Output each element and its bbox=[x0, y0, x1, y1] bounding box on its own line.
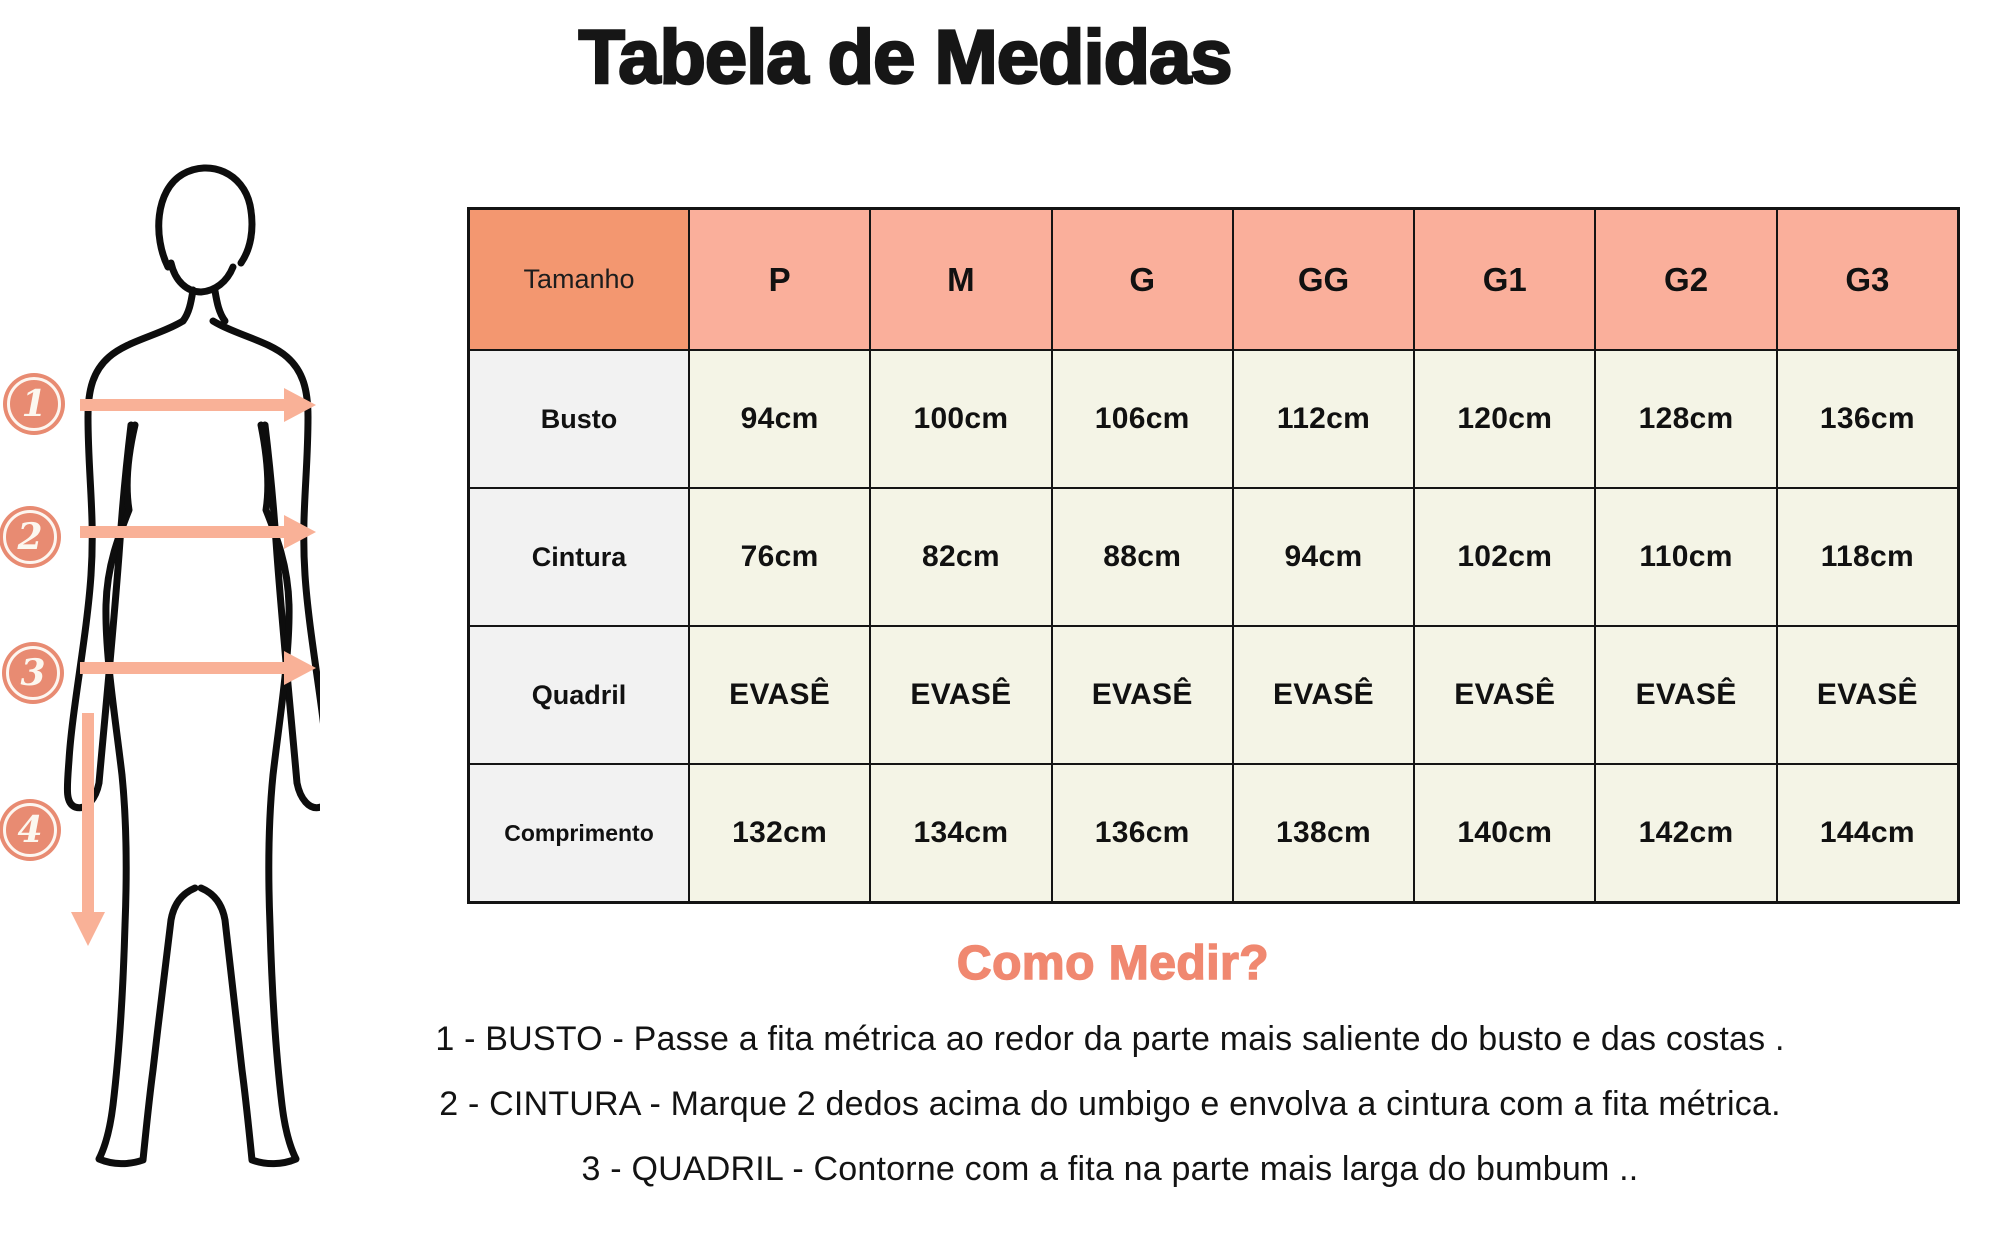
row-label-comprimento: Comprimento bbox=[470, 765, 688, 901]
table-cell: 118cm bbox=[1777, 489, 1957, 625]
table-cell: EVASÊ bbox=[1415, 627, 1595, 763]
waist-arrow bbox=[80, 515, 316, 549]
table-cell: EVASÊ bbox=[690, 627, 870, 763]
bust-arrow bbox=[80, 388, 316, 422]
how-to-measure-steps: 1 - BUSTO - Passe a fita métrica ao redo… bbox=[230, 1018, 1990, 1213]
hip-arrow bbox=[80, 651, 316, 685]
table-header-g3: G3 bbox=[1777, 210, 1957, 349]
neck-left bbox=[179, 286, 197, 325]
table-cell: EVASÊ bbox=[1052, 627, 1232, 763]
table-cell: 138cm bbox=[1233, 765, 1414, 901]
table-header-p: P bbox=[690, 210, 870, 349]
row-label-busto: Busto bbox=[470, 351, 688, 487]
marker-4-length: 4 bbox=[3, 803, 57, 857]
length-arrow bbox=[71, 713, 105, 946]
step-hip: 3 - QUADRIL - Contorne com a fita na par… bbox=[581, 1150, 1639, 1188]
table-header-g1: G1 bbox=[1415, 210, 1595, 349]
table-cell: 82cm bbox=[871, 489, 1051, 625]
marker-1-bust: 1 bbox=[7, 377, 61, 431]
table-cell: 110cm bbox=[1596, 489, 1776, 625]
size-table: Tamanho P M G GG G1 G2 G3 Busto 94cm 100… bbox=[467, 207, 1960, 904]
table-cell: EVASÊ bbox=[871, 627, 1051, 763]
left-torso-leg-outline bbox=[95, 421, 199, 1168]
step-bust: 1 - BUSTO - Passe a fita métrica ao redo… bbox=[435, 1020, 1785, 1058]
table-header-g2: G2 bbox=[1596, 210, 1776, 349]
neck-right bbox=[211, 287, 229, 325]
table-cell: 76cm bbox=[690, 489, 870, 625]
jaw-outline bbox=[167, 259, 237, 296]
row-label-quadril: Quadril bbox=[470, 627, 688, 763]
table-header-gg: GG bbox=[1233, 210, 1414, 349]
table-cell: 94cm bbox=[690, 351, 870, 487]
table-cell: EVASÊ bbox=[1777, 627, 1957, 763]
table-cell: 100cm bbox=[871, 351, 1051, 487]
table-header-m: M bbox=[871, 210, 1051, 349]
marker-3-hip: 3 bbox=[6, 646, 60, 700]
table-header-g: G bbox=[1052, 210, 1232, 349]
page-title: Tabela de Medidas bbox=[577, 14, 1234, 102]
table-cell: 144cm bbox=[1777, 765, 1957, 901]
table-cell: 88cm bbox=[1052, 489, 1232, 625]
table-cell: 134cm bbox=[871, 765, 1051, 901]
body-silhouette-illustration bbox=[63, 164, 320, 1168]
table-cell: 142cm bbox=[1596, 765, 1776, 901]
table-cell: 128cm bbox=[1596, 351, 1776, 487]
table-cell: 136cm bbox=[1052, 765, 1232, 901]
table-cell: 136cm bbox=[1777, 351, 1957, 487]
table-cell: 140cm bbox=[1415, 765, 1595, 901]
row-label-cintura: Cintura bbox=[470, 489, 688, 625]
right-torso-leg-outline bbox=[197, 421, 300, 1168]
head-outline bbox=[155, 164, 256, 271]
how-to-measure-heading: Como Medir? bbox=[956, 936, 1270, 991]
table-cell: 94cm bbox=[1233, 489, 1414, 625]
left-arm-outline bbox=[63, 317, 187, 812]
table-cell: 112cm bbox=[1233, 351, 1414, 487]
table-cell: EVASÊ bbox=[1233, 627, 1414, 763]
table-cell: EVASÊ bbox=[1596, 627, 1776, 763]
table-cell: 132cm bbox=[690, 765, 870, 901]
step-waist: 2 - CINTURA - Marque 2 dedos acima do um… bbox=[439, 1085, 1781, 1123]
table-header-tamanho: Tamanho bbox=[470, 210, 688, 349]
right-arm-outline bbox=[209, 317, 320, 812]
marker-2-waist: 2 bbox=[3, 510, 57, 564]
table-cell: 120cm bbox=[1415, 351, 1595, 487]
table-cell: 106cm bbox=[1052, 351, 1232, 487]
table-cell: 102cm bbox=[1415, 489, 1595, 625]
